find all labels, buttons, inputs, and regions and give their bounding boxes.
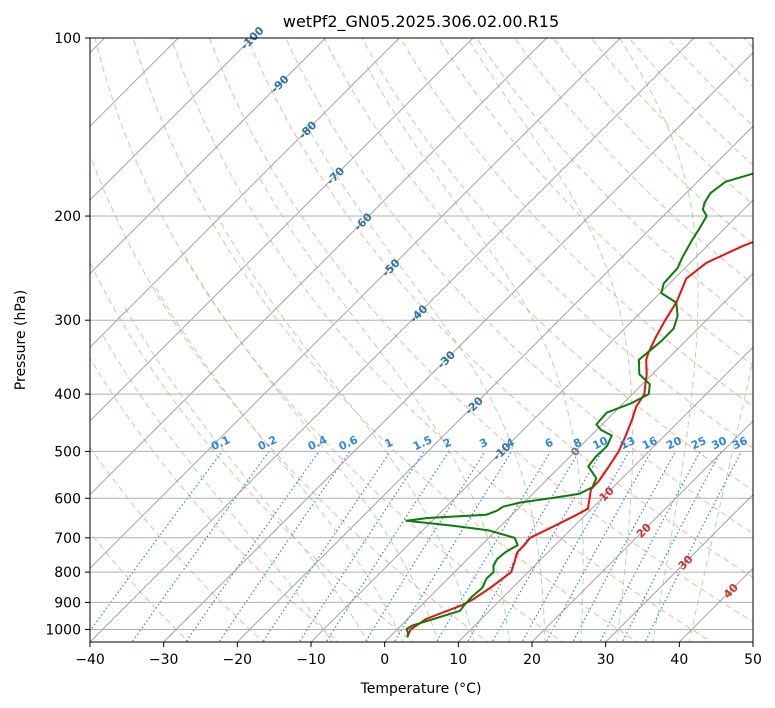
- mixing-ratio-label: 36: [730, 434, 750, 452]
- isotherm-line: [90, 38, 327, 275]
- mixing-ratio-label: 13: [618, 434, 637, 452]
- y-tick-label: 300: [54, 313, 81, 329]
- y-tick-label: 900: [54, 595, 81, 611]
- x-tick-label: 30: [597, 652, 615, 668]
- moist-adiabat-line: [100, 332, 333, 642]
- isotherm-line: [90, 38, 253, 201]
- moist-adiabat-line: [124, 306, 369, 642]
- x-tick-label: −30: [149, 652, 179, 668]
- x-tick-label: 10: [449, 652, 467, 668]
- isotherm-line: [162, 51, 753, 642]
- x-tick-label: 40: [670, 652, 688, 668]
- mixing-ratio-label: 30: [710, 434, 730, 452]
- dry-adiabat-line: [514, 38, 753, 285]
- x-tick-label: 50: [744, 652, 762, 668]
- temperature-profile-line: [406, 240, 753, 638]
- y-tick-label: 600: [54, 491, 81, 507]
- moist-adiabat-line: [216, 215, 475, 642]
- x-tick-label: −40: [75, 652, 105, 668]
- mixing-ratio-line: [621, 451, 722, 642]
- isotherm-line: [90, 38, 400, 348]
- dry-adiabat-line: [90, 446, 265, 642]
- mixing-ratio-line: [466, 451, 580, 642]
- dry-adiabat-line: [399, 38, 753, 408]
- isotherm-line: [310, 199, 753, 642]
- dry-adiabat-line: [208, 38, 753, 623]
- y-tick-label: 200: [54, 209, 81, 225]
- moist-adiabat-line: [152, 283, 404, 642]
- dry-adiabat-line: [90, 153, 489, 642]
- dry-adiabat-line: [132, 38, 638, 642]
- x-tick-label: −20: [223, 652, 253, 668]
- x-axis-label: Temperature (°C): [360, 681, 482, 697]
- isotherm-line: [604, 493, 753, 642]
- mixing-ratio-line: [185, 451, 320, 642]
- x-tick-label: 0: [380, 652, 389, 668]
- y-tick-label: 100: [54, 31, 81, 47]
- isotherm-line: [90, 38, 695, 642]
- isotherm-line: [90, 38, 621, 569]
- dry-adiabat-line: [437, 38, 753, 366]
- moist-adiabat-line: [257, 174, 510, 642]
- mixing-ratio-line: [218, 451, 351, 642]
- isotherm-line: [531, 420, 753, 642]
- dry-adiabat-line: [361, 38, 753, 449]
- dry-adiabat-line: [285, 38, 753, 535]
- mixing-ratio-label: 20: [664, 434, 684, 452]
- moist-adiabat-line: [182, 251, 440, 642]
- series-layer: [405, 172, 753, 638]
- dry-adiabat-line: [90, 261, 414, 642]
- isotherm-line: [90, 38, 548, 496]
- x-tick-label: −10: [296, 652, 326, 668]
- mixing-ratio-line: [572, 451, 677, 642]
- mixing-ratio-line: [491, 451, 603, 642]
- mixing-ratio-line: [521, 451, 630, 642]
- mixing-ratio-line: [599, 451, 701, 642]
- isotherm-line: [236, 125, 753, 642]
- moist-adiabat-line: [305, 124, 546, 642]
- dry-adiabat-line: [170, 38, 713, 642]
- mixing-ratio-label: 16: [640, 434, 660, 452]
- dry-adiabat-line: [628, 38, 753, 166]
- isotherm-line: [383, 272, 753, 642]
- mixing-ratio-line: [298, 451, 425, 642]
- dry-adiabat-line: [323, 38, 753, 492]
- mixing-ratio-label: 10: [591, 434, 611, 452]
- plot-frame: [89, 37, 754, 643]
- isotherm-line: [457, 346, 753, 642]
- mixing-ratio-label: 25: [689, 434, 708, 452]
- dry-adiabat-line: [90, 357, 340, 642]
- mixing-ratio-line: [393, 451, 513, 642]
- y-axis-label: Pressure (hPa): [13, 290, 29, 390]
- y-tick-label: 500: [54, 444, 81, 460]
- chart-title: wetPf2_GN05.2025.306.02.00.R15: [283, 12, 559, 32]
- dry-adiabat-line: [247, 38, 753, 578]
- y-tick-label: 800: [54, 565, 81, 581]
- y-axis-ticks: 100 200 300 400 500 600 700 800 900 1000: [45, 31, 90, 638]
- isotherm-line: [90, 38, 474, 422]
- dewpoint-profile-line: [405, 172, 753, 638]
- y-tick-label: 700: [54, 531, 81, 547]
- x-tick-label: 20: [523, 652, 541, 668]
- dry-adiabat-line: [475, 38, 753, 326]
- grid: [90, 38, 753, 642]
- y-tick-label: 1000: [45, 622, 81, 638]
- x-axis-ticks: −40 −30 −20 −10 0 10 20 30 40 50: [75, 642, 762, 668]
- y-tick-label: 400: [54, 387, 81, 403]
- mixing-ratio-line: [262, 451, 391, 642]
